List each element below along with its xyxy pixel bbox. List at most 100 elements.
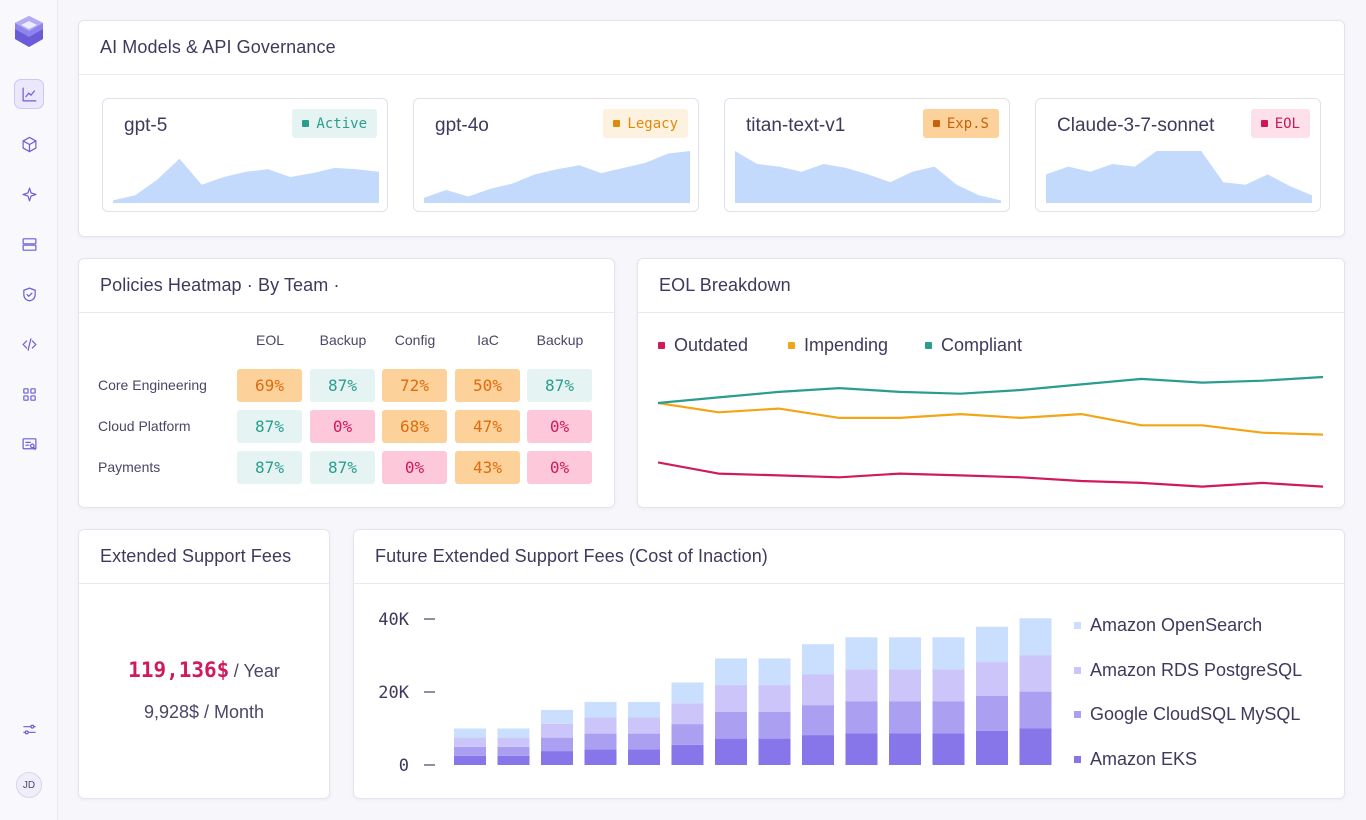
legend-label: Outdated [674, 335, 749, 355]
bar-segment[interactable] [497, 737, 530, 747]
series-line-outdated[interactable] [658, 461, 1324, 488]
heatmap-cell[interactable]: 69% [237, 369, 302, 402]
bar-segment[interactable] [584, 717, 617, 734]
legend-cloudsql-mysql[interactable]: Google CloudSQL MySQL [1074, 704, 1300, 725]
heatmap-cell[interactable]: 0% [310, 410, 375, 443]
model-card[interactable]: titan-text-v1 Exp.S [724, 98, 1010, 212]
bar-segment[interactable] [671, 744, 704, 765]
bar-segment[interactable] [628, 733, 660, 750]
stack-logo[interactable] [12, 14, 46, 50]
heatmap-cell[interactable]: 50% [455, 369, 520, 402]
series-line-impending[interactable] [658, 401, 1324, 436]
bar-segment[interactable] [932, 637, 965, 670]
nav-apps[interactable] [14, 379, 44, 409]
heatmap-cell[interactable]: 68% [382, 410, 447, 443]
heatmap-cell[interactable]: 0% [527, 410, 592, 443]
nav-dashboard[interactable] [14, 79, 44, 109]
bar-segment[interactable] [628, 749, 660, 765]
heatmap-cell[interactable]: 87% [310, 451, 375, 484]
bar-segment[interactable] [671, 724, 704, 745]
series-line-compliant[interactable] [658, 375, 1324, 405]
bar-segment[interactable] [932, 669, 965, 702]
bar-segment[interactable] [541, 709, 573, 724]
bar-segment[interactable] [1019, 655, 1052, 692]
bar-segment[interactable] [541, 723, 573, 738]
bar-segment[interactable] [497, 755, 530, 765]
bar-segment[interactable] [715, 711, 747, 739]
bar-segment[interactable] [976, 696, 1008, 731]
bar-segment[interactable] [628, 717, 660, 734]
bar-segment[interactable] [541, 737, 573, 752]
bar-segment[interactable] [758, 658, 791, 685]
bar-segment[interactable] [584, 749, 617, 765]
bar-segment[interactable] [845, 701, 878, 734]
model-card[interactable]: gpt-5 Active [102, 98, 388, 212]
bar-segment[interactable] [454, 746, 486, 756]
bar-segment[interactable] [845, 637, 878, 670]
bar-segment[interactable] [1019, 728, 1052, 766]
nav-code[interactable] [14, 329, 44, 359]
nav-models[interactable] [14, 129, 44, 159]
bar-segment[interactable] [889, 701, 921, 734]
bar-segment[interactable] [845, 669, 878, 702]
bar-segment[interactable] [889, 669, 921, 702]
legend-outdated[interactable]: Outdated [658, 335, 748, 356]
bar-segment[interactable] [932, 733, 965, 765]
legend-opensearch[interactable]: Amazon OpenSearch [1074, 615, 1262, 636]
bar-segment[interactable] [497, 746, 530, 756]
legend-rds-postgresql[interactable]: Amazon RDS PostgreSQL [1074, 660, 1302, 681]
bar-segment[interactable] [454, 737, 486, 747]
nav-ai[interactable] [14, 179, 44, 209]
nav-reports[interactable] [14, 429, 44, 459]
heatmap-cell[interactable]: 72% [382, 369, 447, 402]
bar-segment[interactable] [976, 626, 1008, 663]
nav-security[interactable] [14, 279, 44, 309]
bar-segment[interactable] [715, 685, 747, 712]
model-card[interactable]: Claude-3-7-sonnet EOL [1035, 98, 1321, 212]
heatmap-cell[interactable]: 47% [455, 410, 520, 443]
heatmap-cell[interactable]: 87% [237, 451, 302, 484]
bar-segment[interactable] [671, 682, 704, 704]
bar-segment[interactable] [584, 701, 617, 718]
bar-segment[interactable] [976, 730, 1008, 765]
bar-segment[interactable] [932, 701, 965, 734]
bar-segment[interactable] [758, 711, 791, 739]
model-card[interactable]: gpt-4o Legacy [413, 98, 699, 212]
bar-segment[interactable] [802, 674, 834, 706]
bar-segment[interactable] [889, 733, 921, 765]
bar-segment[interactable] [802, 735, 834, 765]
bar-segment[interactable] [541, 751, 573, 765]
bar-segment[interactable] [454, 755, 486, 765]
y-tick-label: 40K [378, 610, 409, 630]
heatmap-cell[interactable]: 0% [527, 451, 592, 484]
status-dot [613, 120, 621, 127]
bar-segment[interactable] [758, 738, 791, 765]
bar-segment[interactable] [802, 644, 834, 675]
bar-segment[interactable] [628, 701, 660, 718]
bar-segment[interactable] [758, 685, 791, 712]
status-badge: EOL [1250, 109, 1310, 138]
nav-settings[interactable] [14, 714, 44, 744]
legend-eks[interactable]: Amazon EKS [1074, 749, 1197, 770]
bar-segment[interactable] [976, 662, 1008, 696]
bar-segment[interactable] [715, 658, 747, 685]
bar-segment[interactable] [1019, 691, 1052, 729]
heatmap-cell[interactable]: 87% [310, 369, 375, 402]
bar-segment[interactable] [1019, 618, 1052, 656]
heatmap-cell[interactable]: 0% [382, 451, 447, 484]
bar-segment[interactable] [845, 733, 878, 765]
bar-segment[interactable] [889, 637, 921, 670]
bar-segment[interactable] [715, 738, 747, 765]
legend-impending[interactable]: Impending [788, 335, 888, 356]
bar-segment[interactable] [802, 705, 834, 735]
avatar[interactable]: JD [16, 772, 42, 798]
heatmap-cell[interactable]: 87% [527, 369, 592, 402]
heatmap-cell[interactable]: 43% [455, 451, 520, 484]
bar-segment[interactable] [584, 733, 617, 750]
legend-compliant[interactable]: Compliant [925, 335, 1022, 356]
bar-segment[interactable] [671, 703, 704, 725]
nav-data[interactable] [14, 229, 44, 259]
heatmap-cell[interactable]: 87% [237, 410, 302, 443]
bar-segment[interactable] [454, 728, 486, 738]
bar-segment[interactable] [497, 728, 530, 738]
